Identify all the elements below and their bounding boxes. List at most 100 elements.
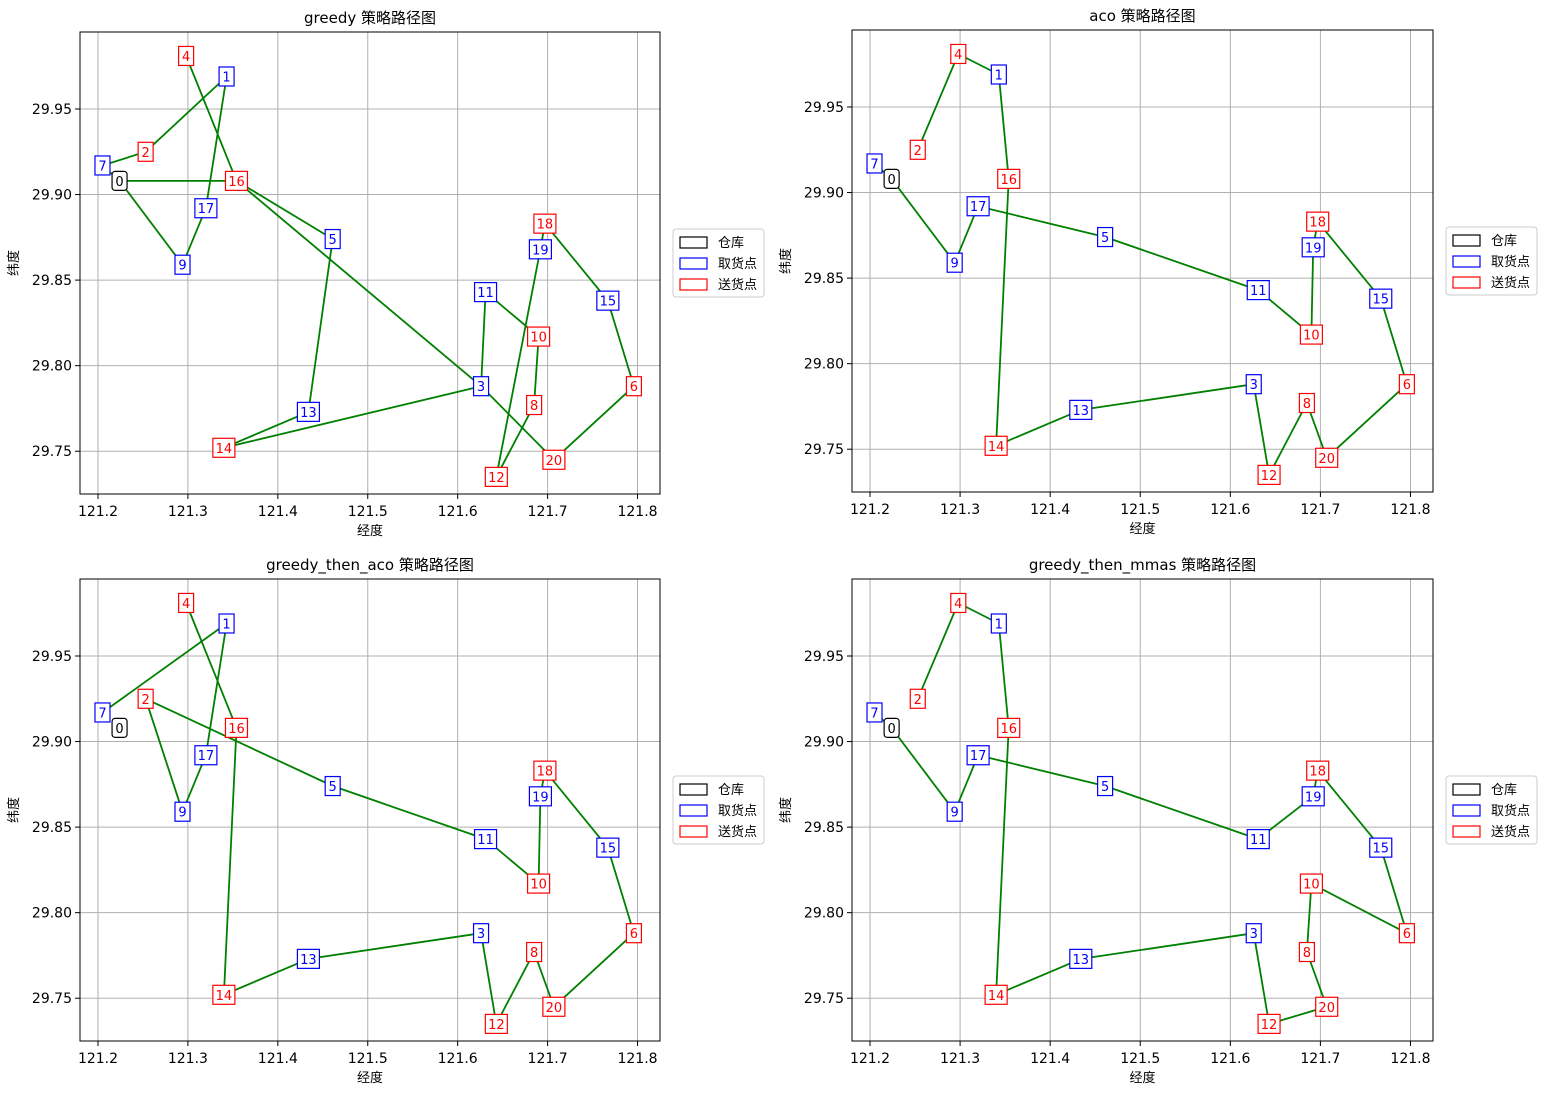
chart-panel-3: 121.2 121.3 121.4 121.5 121.6 121.7 121.8 29.75… [6, 556, 765, 1086]
node-box [528, 239, 553, 260]
node-label: 9 [178, 259, 186, 274]
x-tick-label: 121.2 [850, 502, 890, 518]
node-label: 16 [228, 175, 245, 190]
node-box [909, 139, 926, 160]
node-16-delivery: 16 [997, 717, 1021, 738]
node-box [527, 326, 551, 347]
node-6-delivery: 6 [1398, 923, 1415, 944]
y-tick-label: 29.80 [804, 357, 844, 373]
node-9-pickup: 9 [174, 801, 191, 822]
node-12-delivery: 12 [1257, 1013, 1281, 1034]
node-label: 20 [1318, 452, 1335, 467]
node-box [224, 170, 249, 191]
node-box [1306, 760, 1330, 781]
legend-label: 送货点 [718, 824, 757, 840]
node-label: 10 [1303, 329, 1320, 344]
node-19-pickup: 19 [528, 239, 553, 260]
node-label: 7 [98, 159, 106, 174]
node-box [484, 466, 508, 487]
node-label: 2 [914, 144, 922, 159]
node-box [596, 837, 620, 858]
legend-swatch-delivery [1452, 276, 1481, 289]
legend-label: 送货点 [1491, 275, 1530, 291]
node-label: 1 [995, 68, 1003, 83]
node-label: 17 [198, 202, 215, 217]
node-18-delivery: 18 [533, 760, 557, 781]
node-label: 20 [546, 1001, 563, 1016]
node-box [1097, 775, 1114, 797]
legend-label: 仓库 [1491, 782, 1517, 798]
node-label: 8 [530, 946, 538, 961]
node-box [542, 449, 566, 470]
node-label: 16 [228, 722, 245, 737]
node-box [484, 1013, 508, 1034]
node-14-delivery: 14 [984, 984, 1008, 1005]
node-label: 15 [1372, 293, 1389, 308]
node-label: 19 [1305, 241, 1322, 256]
chart-panel-1: 121.2 121.3 121.4 121.5 121.6 121.7 121.8 29.75… [6, 9, 765, 539]
x-tick-label: 121.3 [940, 1051, 980, 1067]
node-0-depot: 0 [111, 717, 128, 738]
legend-label: 取货点 [1491, 803, 1530, 819]
node-box [1301, 237, 1325, 258]
node-box [533, 760, 557, 781]
node-box [473, 281, 498, 303]
node-label: 14 [216, 442, 233, 457]
y-axis-label: 纬度 [778, 797, 794, 823]
x-tick-label: 121.2 [850, 1051, 890, 1067]
node-box [527, 873, 551, 894]
node-box [946, 252, 963, 273]
x-tick-label: 121.4 [258, 504, 298, 520]
x-tick-label: 121.8 [1390, 502, 1430, 518]
node-16-delivery: 16 [224, 170, 249, 191]
node-label: 20 [546, 454, 563, 469]
node-label: 4 [954, 597, 962, 612]
legend-swatch-depot [1452, 234, 1481, 247]
node-18-delivery: 18 [1306, 211, 1330, 232]
node-label: 1 [995, 617, 1003, 632]
node-box [997, 717, 1021, 738]
node-2-delivery: 2 [909, 139, 926, 160]
node-box [94, 155, 111, 176]
node-box [1369, 837, 1393, 858]
node-label: 18 [1309, 216, 1326, 231]
node-box [1299, 873, 1323, 894]
legend-swatch-delivery [679, 278, 708, 291]
node-box [1246, 279, 1270, 301]
x-tick-label: 121.4 [258, 1051, 298, 1067]
node-4-delivery: 4 [178, 592, 195, 614]
node-label: 4 [182, 597, 190, 612]
legend-label: 取货点 [718, 803, 757, 819]
node-label: 15 [600, 295, 617, 310]
node-box [984, 435, 1008, 456]
x-tick-label: 121.3 [168, 504, 208, 520]
node-5-pickup: 5 [324, 775, 341, 797]
node-label: 10 [530, 331, 547, 346]
node-2-delivery: 2 [137, 688, 154, 709]
node-box [1298, 941, 1315, 963]
node-12-delivery: 12 [484, 466, 508, 487]
node-box [1257, 1013, 1281, 1034]
node-label: 8 [1303, 946, 1311, 961]
node-label: 5 [329, 780, 337, 795]
node-box [528, 786, 553, 807]
node-20-delivery: 20 [1315, 447, 1339, 468]
node-label: 4 [182, 50, 190, 65]
node-19-pickup: 19 [1301, 786, 1325, 807]
node-box [212, 984, 236, 1005]
x-tick-label: 121.8 [617, 504, 657, 520]
x-tick-label: 121.5 [1120, 502, 1160, 518]
node-label: 14 [216, 989, 233, 1004]
x-tick-label: 121.2 [78, 1051, 118, 1067]
node-17-pickup: 17 [194, 745, 218, 766]
x-tick-label: 121.7 [1300, 1051, 1340, 1067]
node-10-delivery: 10 [527, 326, 551, 347]
node-label: 1 [222, 70, 230, 85]
x-axis-label: 经度 [357, 1070, 383, 1086]
node-7-pickup: 7 [94, 155, 111, 176]
node-box [966, 196, 990, 217]
y-tick-label: 29.90 [804, 735, 844, 751]
x-axis-label: 经度 [1129, 521, 1155, 537]
node-1-pickup: 1 [218, 66, 235, 87]
